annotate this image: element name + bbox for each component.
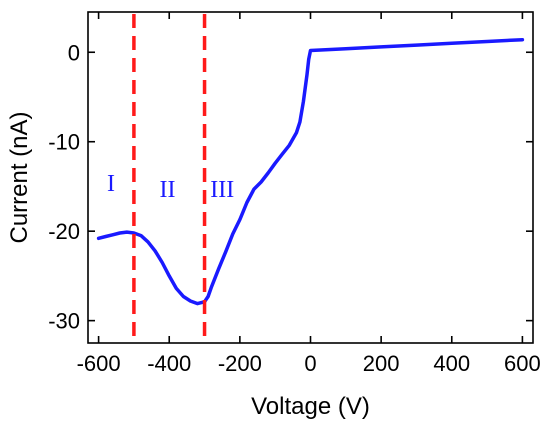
x-axis-label: Voltage (V)	[251, 393, 370, 420]
x-tick-label: 200	[363, 351, 400, 376]
x-tick-label: 400	[433, 351, 470, 376]
y-tick-label: -20	[48, 219, 80, 244]
y-tick-label: -30	[48, 309, 80, 334]
axes-frame	[87, 11, 534, 344]
region-label-2: III	[210, 177, 234, 203]
plot-area: I II III	[96, 14, 525, 341]
series-line-0	[96, 37, 525, 306]
region-label-1: II	[159, 177, 175, 203]
ticks: -600 -400 -200 0 200 400 600 0 -10 -20 -30	[48, 12, 541, 376]
x-tick-label: -600	[77, 351, 121, 376]
x-tick-label: 0	[304, 351, 316, 376]
x-tick-label: -200	[218, 351, 262, 376]
y-tick-label: 0	[68, 40, 80, 65]
y-tick-label: -10	[48, 130, 80, 155]
x-tick-label: 600	[504, 351, 541, 376]
x-tick-label: -400	[147, 351, 191, 376]
region-label-0: I	[107, 171, 115, 197]
y-axis-label: Current (nA)	[6, 111, 33, 243]
